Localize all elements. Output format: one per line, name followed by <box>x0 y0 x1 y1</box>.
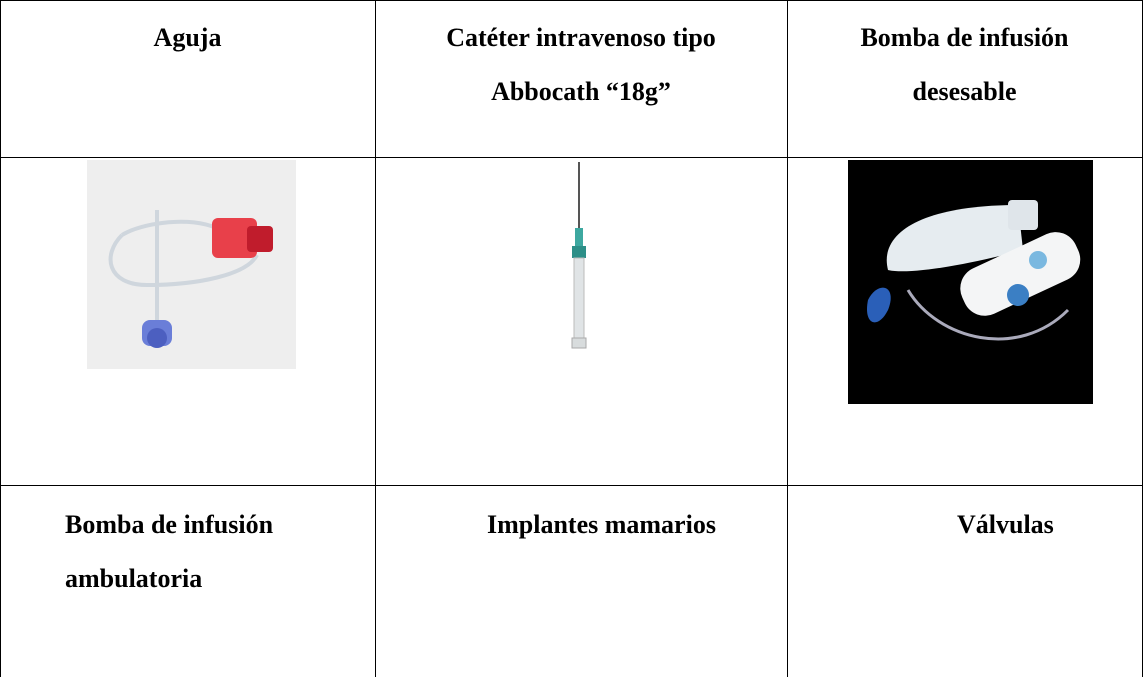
border <box>787 0 788 677</box>
border <box>0 157 1143 158</box>
border <box>1142 0 1143 677</box>
border <box>0 0 1 677</box>
cell-text: ambulatoria <box>65 564 203 593</box>
needle-image <box>87 160 296 369</box>
border <box>375 0 376 677</box>
cell: Implantes mamarios <box>487 498 716 552</box>
header-cell: Aguja <box>0 11 375 65</box>
border <box>0 485 1143 486</box>
cell-text: Aguja <box>153 23 222 52</box>
cell-text: desesable <box>912 77 1017 106</box>
cell: Bomba de infusión ambulatoria <box>65 498 273 606</box>
header-cell: Bomba de infusión desesable <box>787 11 1142 119</box>
cell-text: Bomba de infusión <box>860 23 1069 52</box>
header-cell: Catéter intravenoso tipo Abbocath “18g” <box>375 11 787 119</box>
cell-text: Bomba de infusión <box>65 510 274 539</box>
cell-text: Abbocath “18g” <box>491 77 671 106</box>
cell-text: Catéter intravenoso tipo <box>446 23 716 52</box>
border <box>0 0 1143 1</box>
catheter-image <box>475 160 685 370</box>
cell-text: Válvulas <box>957 510 1054 539</box>
cell-text: Implantes mamarios <box>487 510 716 539</box>
infusion-pump-image <box>848 160 1093 404</box>
cell: Válvulas <box>957 498 1054 552</box>
